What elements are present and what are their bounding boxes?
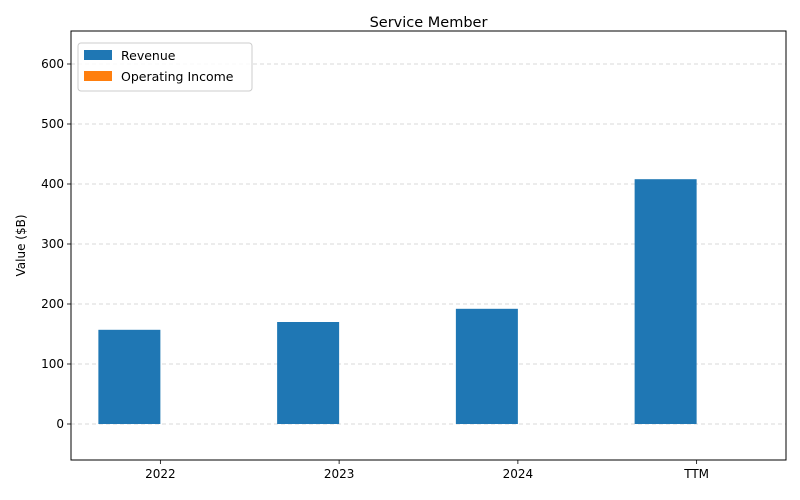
legend-label: Revenue: [121, 48, 176, 63]
x-tick-label: 2023: [324, 467, 355, 481]
bar-revenue-2024: [455, 308, 518, 424]
bar-revenue-ttm: [634, 179, 697, 424]
axis-layer: 0 100 200 300 400 500 600 2022 2023 2024 TTM: [41, 30, 787, 481]
x-tick-label: 2022: [145, 467, 176, 481]
x-tick-label: 2024: [503, 467, 534, 481]
chart-title: Service Member: [370, 15, 488, 31]
bar-layer: [98, 179, 697, 424]
legend-box: [77, 42, 253, 92]
y-tick-label: 0: [56, 417, 64, 431]
legend-label: Operating Income: [121, 69, 234, 84]
y-tick-label: 200: [41, 297, 64, 311]
bar-revenue-2023: [277, 322, 340, 424]
legend-swatch: [84, 50, 112, 60]
y-axis-label: Value ($B): [14, 215, 28, 277]
x-tick-label: TTM: [683, 467, 709, 481]
y-tick-label: 100: [41, 357, 64, 371]
bar-revenue-2022: [98, 329, 161, 424]
legend: Revenue Operating Income: [77, 42, 253, 92]
y-tick-label: 500: [41, 117, 64, 131]
y-tick-label: 600: [41, 57, 64, 71]
y-tick-label: 300: [41, 237, 64, 251]
legend-swatch: [84, 71, 112, 81]
plot-frame: [70, 30, 787, 461]
y-tick-label: 400: [41, 177, 64, 191]
